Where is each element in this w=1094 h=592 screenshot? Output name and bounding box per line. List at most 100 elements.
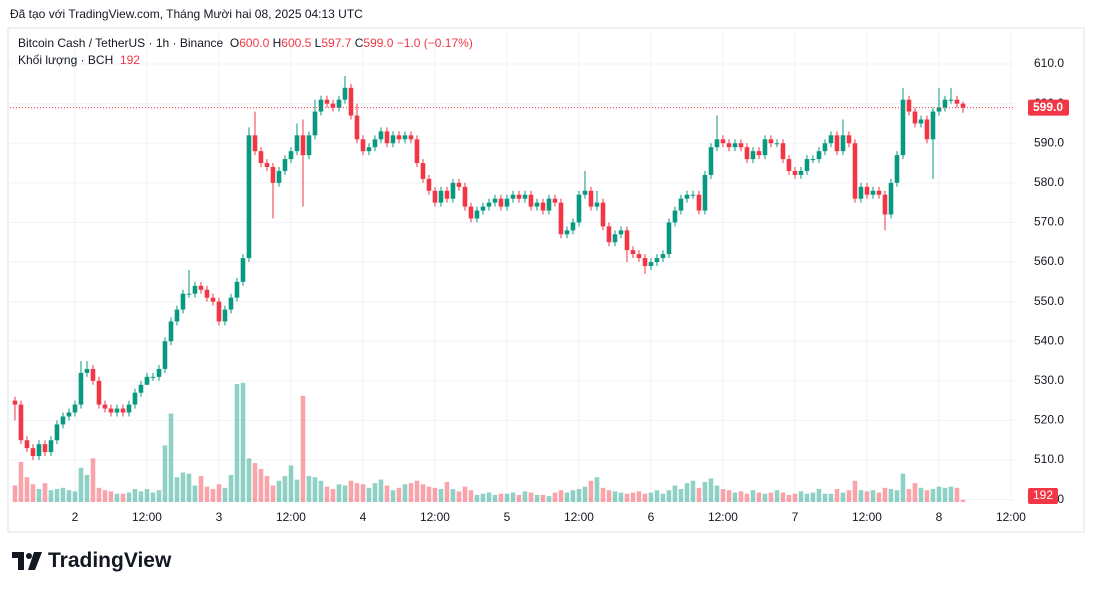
candle-body [948,99,954,101]
volume-bar [378,479,384,502]
volume-title: Khối lượng · BCH [18,53,114,67]
volume-bar [420,484,426,502]
volume-bar [792,493,798,502]
volume-bar [912,483,918,502]
candle-body [942,99,948,108]
volume-bar [438,489,444,502]
volume-bar [366,487,372,502]
y-tick-label: 520.0 [1034,413,1064,427]
candle-body [732,143,738,148]
volume-bar [258,468,264,502]
candle-body [918,119,924,124]
volume-bar [174,477,180,502]
volume-bar [768,492,774,502]
volume-bar [786,494,792,502]
candle-body [726,143,732,148]
candle-body [786,159,792,171]
candle-body [912,111,918,124]
volume-bar [954,487,960,502]
y-tick-label: 560.0 [1034,254,1064,268]
candle-body [456,182,462,187]
candle-body [924,119,930,140]
volume-bar [216,484,222,502]
volume-bar [648,492,654,502]
volume-bar [720,489,726,502]
candle-body [132,392,138,405]
candle-body [546,198,552,211]
ohlc-value: 600.5 [281,36,312,50]
candle-body [960,103,966,108]
candle-body [612,234,618,243]
volume-bar [564,492,570,502]
candle-body [648,262,654,266]
candle-body [900,99,906,156]
grid [10,30,1015,502]
volume-bar [204,486,210,502]
candle-body [522,194,528,199]
symbol-title: Bitcoin Cash / TetherUS · 1h · Binance [18,36,224,50]
volume-bar [708,478,714,502]
volume-bar [780,492,786,502]
candle-body [48,440,54,453]
volume-bar [828,493,834,502]
candle-body [540,202,546,211]
volume-bar [762,493,768,502]
volume-bar [528,492,534,502]
volume-bar [522,491,528,502]
candle-body [702,174,708,211]
brand: TradingView [12,549,171,573]
y-tick-label: 540.0 [1034,333,1064,347]
volume-bar [738,491,744,502]
volume-bar [834,489,840,502]
volume-bar [162,445,168,502]
x-tick-label: 8 [936,510,943,524]
candle-body [210,297,216,302]
x-tick-label: 2 [72,510,79,524]
volume-bar [18,461,24,502]
volume-bar [240,382,246,502]
volume-bar [456,491,462,502]
volume-value: 192 [119,53,140,67]
candle-body [84,368,90,373]
volume-bar [594,477,600,502]
candle-body [114,408,120,413]
candle-body [828,135,834,144]
volume-bar [840,492,846,502]
volume-bar [444,481,450,502]
candle-body [852,143,858,199]
candle-body [96,380,102,405]
candle-body [78,372,84,405]
volume-bar [360,484,366,502]
candle-body [510,194,516,199]
volume-bar [354,483,360,502]
volume-bar [480,493,486,502]
candle-body [552,198,558,203]
volume-bar [612,491,618,502]
last-price-badge [1028,99,1069,116]
ohlc-key: O [229,36,240,50]
volume-bar [348,480,354,502]
volume-bar [588,480,594,502]
volume-bar [714,485,720,502]
volume-bar [30,484,36,502]
change: −1.0 (−0.17%) [396,36,473,50]
volume-bar [12,485,18,502]
volume-bar [342,485,348,502]
y-tick-label: 530.0 [1034,373,1064,387]
ohlc-key: H [272,36,282,50]
candle-body [492,198,498,203]
candle-body [198,285,204,290]
candle-body [282,159,288,171]
candle-body [882,194,888,215]
candle-body [468,206,474,219]
candle-body [126,404,132,413]
brand-logo [12,552,42,570]
candle-body [744,147,750,160]
candle-body [288,151,294,160]
candle-body [432,190,438,203]
candle-body [444,190,450,199]
volume-bar [822,493,828,502]
volume-bar [24,477,30,502]
candle-body [24,440,30,449]
volume-bar [474,494,480,502]
